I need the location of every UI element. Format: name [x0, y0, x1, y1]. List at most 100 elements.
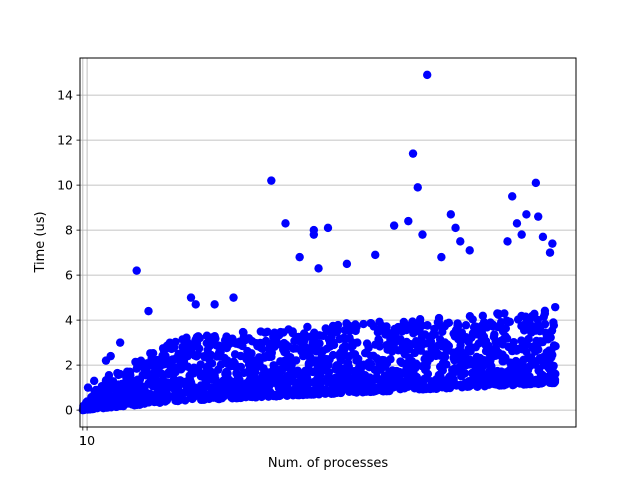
data-point — [352, 322, 361, 332]
data-point — [423, 369, 433, 379]
outlier-point — [106, 351, 115, 361]
data-point — [454, 321, 463, 330]
data-point — [270, 361, 279, 370]
data-point — [328, 350, 338, 360]
data-point — [359, 319, 368, 329]
data-point — [195, 333, 205, 343]
outlier-point — [418, 230, 427, 239]
outlier-point — [503, 237, 512, 246]
data-point — [369, 322, 378, 331]
outlier-point — [89, 376, 99, 386]
data-point — [207, 359, 217, 368]
data-point — [211, 334, 220, 343]
data-point — [540, 306, 550, 315]
data-point — [315, 339, 324, 348]
data-point — [343, 358, 353, 367]
outlier-point — [538, 232, 548, 242]
outlier-point — [186, 293, 196, 302]
data-point — [534, 345, 543, 354]
data-point — [216, 360, 226, 369]
outlier-point — [465, 246, 474, 255]
data-point — [461, 321, 471, 330]
data-point — [444, 341, 454, 351]
data-point — [329, 340, 339, 350]
data-point — [303, 322, 312, 332]
data-point — [182, 333, 191, 342]
data-point — [194, 344, 204, 353]
outlier-point — [83, 383, 93, 392]
outlier-point — [548, 239, 557, 248]
data-point — [291, 356, 301, 365]
outlier-point — [389, 221, 399, 230]
data-point — [484, 341, 493, 351]
data-point — [171, 337, 180, 347]
data-point — [502, 334, 512, 343]
data-point — [519, 326, 529, 335]
outlier-point — [78, 405, 88, 415]
x-tick-label: 1 — [79, 433, 87, 448]
data-point — [546, 333, 555, 342]
outlier-point — [115, 338, 125, 347]
data-point — [205, 341, 214, 351]
data-point — [375, 336, 384, 346]
outlier-point — [229, 293, 238, 302]
data-point — [501, 324, 511, 333]
data-point — [115, 369, 125, 379]
outlier-point — [323, 223, 333, 233]
outlier-point — [144, 306, 153, 316]
data-point — [430, 330, 439, 339]
x-tick-label: 10 — [79, 433, 95, 448]
data-point — [247, 349, 256, 358]
outlier-point — [446, 210, 456, 219]
outlier-point — [522, 210, 531, 219]
data-point — [288, 327, 297, 336]
y-tick-label: 14 — [57, 88, 73, 103]
y-tick-label: 6 — [65, 268, 73, 283]
outlier-point — [132, 266, 141, 275]
outlier-point — [534, 212, 543, 221]
outlier-point — [451, 223, 460, 233]
data-point — [444, 318, 454, 328]
data-point — [509, 337, 518, 347]
data-point — [423, 321, 432, 330]
data-point — [316, 378, 326, 387]
y-tick-label: 4 — [65, 313, 73, 328]
data-point — [524, 334, 533, 344]
outlier-point — [512, 219, 522, 228]
data-point — [490, 330, 499, 339]
data-point — [478, 311, 488, 321]
data-point — [460, 369, 470, 378]
outlier-point — [423, 70, 432, 80]
x-axis-label: Num. of processes — [268, 456, 389, 471]
data-point — [251, 368, 260, 377]
data-point — [104, 371, 114, 380]
data-point — [125, 367, 135, 377]
data-point — [551, 342, 560, 351]
outlier-point — [408, 149, 418, 158]
outlier-point — [404, 216, 413, 226]
data-points — [78, 70, 560, 415]
outlier-point — [413, 183, 422, 192]
data-point — [550, 375, 560, 384]
outlier-point — [437, 252, 446, 262]
outlier-point — [456, 237, 465, 246]
data-point — [148, 349, 158, 358]
y-tick-label: 8 — [65, 223, 73, 238]
outlier-point — [342, 259, 352, 269]
outlier-point — [295, 252, 304, 262]
outlier-point — [371, 250, 380, 260]
data-point — [386, 355, 395, 364]
data-point — [353, 338, 362, 347]
data-point — [548, 350, 557, 360]
data-point — [468, 315, 477, 324]
data-point — [551, 302, 560, 312]
outlier-point — [191, 300, 200, 309]
data-point — [382, 322, 391, 331]
plot-frame — [79, 57, 577, 428]
data-point — [549, 361, 558, 371]
y-tick-label: 12 — [57, 133, 73, 148]
outlier-point — [281, 219, 290, 228]
y-tick-label: 10 — [57, 178, 73, 193]
